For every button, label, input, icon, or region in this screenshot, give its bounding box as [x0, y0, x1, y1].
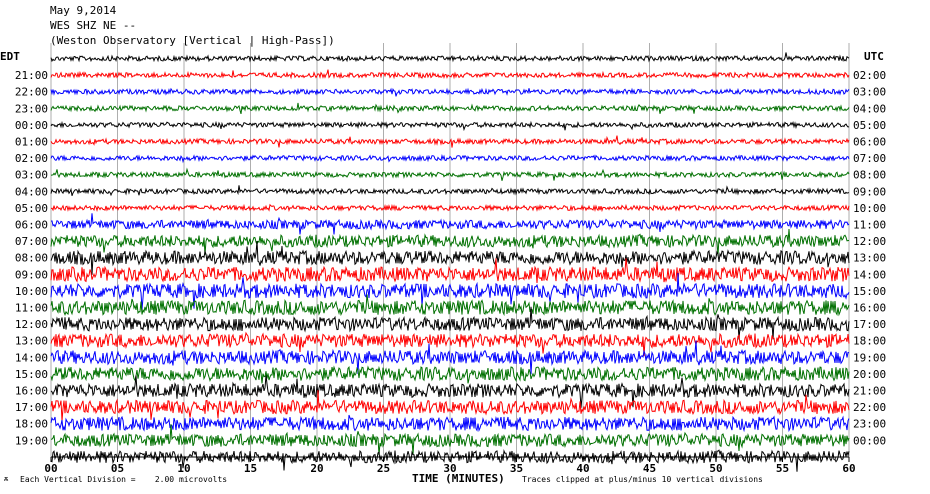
edt-hour-label: 02:00 [15, 152, 48, 165]
seismic-traces [50, 52, 850, 472]
edt-hour-label: 00:00 [15, 119, 48, 132]
x-tick-label-60: 60 [842, 462, 855, 475]
trace-row-1 [50, 52, 850, 63]
utc-hour-label: 11:00 [853, 219, 886, 232]
x-tick-label-15: 15 [244, 462, 257, 475]
station-code: WES SHZ NE -- [50, 19, 137, 32]
trace-row-23 [50, 414, 850, 433]
x-tick-label-30: 30 [443, 462, 456, 475]
edt-hour-label: 15:00 [15, 368, 48, 381]
clip-note: Traces clipped at plus/minus 10 vertical… [522, 475, 763, 484]
trace-row-16 [50, 294, 850, 317]
observatory-source: (Weston Observatory [Vertical | High-Pas… [50, 34, 335, 47]
trace-row-15 [50, 272, 850, 310]
trace-row-13 [50, 240, 850, 275]
utc-hour-label: 04:00 [853, 102, 886, 115]
trace-row-5 [50, 120, 850, 132]
trace-row-6 [50, 135, 850, 148]
utc-hour-label: 23:00 [853, 418, 886, 431]
logo-mark: ѫ [4, 475, 9, 483]
utc-hour-label: 06:00 [853, 136, 886, 149]
edt-hour-label: 21:00 [15, 69, 48, 82]
x-tick-label-50: 50 [709, 462, 722, 475]
utc-hour-label: 00:00 [853, 434, 886, 447]
scale-note: Each Vertical Division = 2.00 microvolts [20, 475, 228, 484]
trace-row-2 [50, 69, 850, 80]
utc-hour-label: 09:00 [853, 185, 886, 198]
edt-hour-label: 17:00 [15, 401, 48, 414]
x-tick-label-10: 10 [177, 462, 190, 475]
trace-row-18 [50, 331, 850, 357]
utc-hour-label: 17:00 [853, 318, 886, 331]
utc-hour-label: 10:00 [853, 202, 886, 215]
trace-row-7 [50, 153, 850, 164]
edt-hour-label: 07:00 [15, 235, 48, 248]
edt-hour-label: 22:00 [15, 86, 48, 99]
trace-row-17 [50, 306, 850, 340]
utc-hour-label: 20:00 [853, 368, 886, 381]
trace-row-22 [50, 390, 850, 422]
edt-hour-label: 18:00 [15, 418, 48, 431]
utc-hour-label: 14:00 [853, 268, 886, 281]
edt-hour-label: 01:00 [15, 136, 48, 149]
utc-hour-label: 21:00 [853, 385, 886, 398]
utc-timezone-label: UTC [864, 50, 884, 63]
x-tick-label-05: 05 [111, 462, 124, 475]
edt-hour-label: 11:00 [15, 302, 48, 315]
trace-row-4 [50, 102, 850, 115]
x-tick-label-55: 55 [776, 462, 789, 475]
trace-row-9 [50, 185, 850, 197]
x-axis-label: TIME (MINUTES) [412, 472, 505, 485]
x-tick-label-35: 35 [510, 462, 523, 475]
trace-row-21 [50, 375, 850, 408]
utc-hour-label: 19:00 [853, 351, 886, 364]
trace-row-11 [50, 213, 850, 235]
utc-hour-label: 13:00 [853, 252, 886, 265]
trace-row-24 [50, 424, 850, 455]
time-axis: 00 05 10 15 20 25 30 35 40 45 50 55 60 [44, 456, 856, 475]
trace-row-8 [50, 167, 850, 181]
minute-gridlines [50, 43, 850, 457]
utc-hour-label: 12:00 [853, 235, 886, 248]
x-tick-label-45: 45 [643, 462, 656, 475]
trace-row-20 [50, 365, 850, 384]
hour-labels: 21:00 22:00 23:00 00:00 01:00 02:00 03:00 04:00… [15, 69, 886, 447]
edt-hour-label: 05:00 [15, 202, 48, 215]
record-date: May 9,2014 [50, 4, 117, 17]
utc-hour-label: 22:00 [853, 401, 886, 414]
edt-hour-label: 14:00 [15, 351, 48, 364]
x-tick-label-25: 25 [377, 462, 390, 475]
utc-hour-label: 05:00 [853, 119, 886, 132]
edt-hour-label: 19:00 [15, 434, 48, 447]
edt-hour-label: 16:00 [15, 385, 48, 398]
edt-hour-label: 10:00 [15, 285, 48, 298]
local-timezone-label: EDT [0, 50, 20, 63]
edt-hour-label: 23:00 [15, 102, 48, 115]
trace-row-12 [50, 228, 850, 256]
edt-hour-label: 12:00 [15, 318, 48, 331]
x-tick-label-40: 40 [576, 462, 589, 475]
edt-hour-label: 08:00 [15, 252, 48, 265]
trace-row-10 [50, 203, 850, 213]
utc-hour-label: 07:00 [853, 152, 886, 165]
edt-hour-label: 03:00 [15, 169, 48, 182]
utc-hour-label: 02:00 [853, 69, 886, 82]
trace-row-14 [50, 258, 850, 284]
x-tick-label-00: 00 [44, 462, 57, 475]
utc-hour-label: 15:00 [853, 285, 886, 298]
edt-hour-label: 06:00 [15, 219, 48, 232]
x-tick-label-20: 20 [310, 462, 323, 475]
trace-row-3 [50, 87, 850, 97]
utc-hour-label: 08:00 [853, 169, 886, 182]
edt-hour-label: 13:00 [15, 335, 48, 348]
trace-row-19 [50, 340, 850, 375]
edt-hour-label: 09:00 [15, 268, 48, 281]
edt-hour-label: 04:00 [15, 185, 48, 198]
utc-hour-label: 03:00 [853, 86, 886, 99]
utc-hour-label: 16:00 [853, 302, 886, 315]
utc-hour-label: 18:00 [853, 335, 886, 348]
